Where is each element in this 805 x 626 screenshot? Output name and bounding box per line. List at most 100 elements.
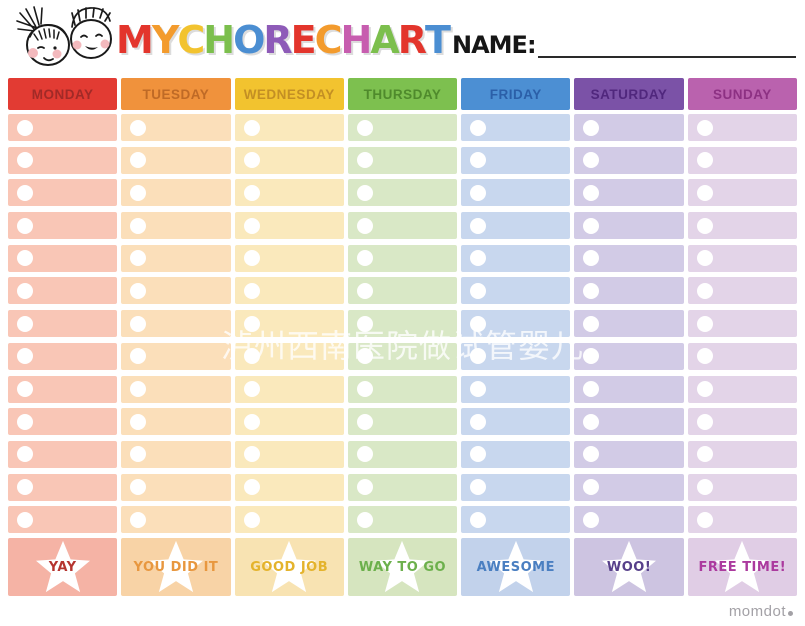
checkbox-circle[interactable] [470, 119, 487, 136]
checkbox-circle[interactable] [243, 250, 260, 267]
name-input-line[interactable] [537, 30, 796, 58]
checkbox-circle[interactable] [130, 446, 147, 463]
checkbox-circle[interactable] [356, 413, 373, 430]
checkbox-circle[interactable] [243, 446, 260, 463]
checkbox-circle[interactable] [356, 315, 373, 332]
checkbox-circle[interactable] [470, 217, 487, 234]
reward-cell-sunday: FREE TIME! [687, 538, 797, 597]
checkbox-circle[interactable] [17, 511, 33, 528]
checkbox-circle[interactable] [17, 446, 33, 463]
checkbox-circle[interactable] [470, 381, 487, 397]
checkbox-circle[interactable] [130, 511, 147, 528]
checkbox-circle[interactable] [17, 152, 33, 169]
star-icon [602, 541, 657, 593]
checkbox-circle[interactable] [17, 282, 33, 299]
checkbox-circle[interactable] [17, 413, 33, 430]
checkbox-circle[interactable] [243, 119, 260, 136]
checkbox-circle[interactable] [17, 479, 33, 496]
checkbox-circle[interactable] [696, 152, 713, 169]
checkbox-circle[interactable] [243, 315, 260, 332]
chore-row-cell [347, 212, 458, 240]
checkbox-circle[interactable] [130, 152, 147, 169]
checkbox-circle[interactable] [696, 184, 713, 201]
checkbox-circle[interactable] [356, 152, 373, 169]
checkbox-circle[interactable] [356, 511, 373, 528]
checkbox-circle[interactable] [17, 119, 33, 136]
checkbox-circle[interactable] [470, 250, 487, 267]
checkbox-circle[interactable] [470, 511, 487, 528]
checkbox-circle[interactable] [130, 348, 147, 365]
checkbox-circle[interactable] [470, 446, 487, 463]
checkbox-circle[interactable] [583, 446, 600, 463]
checkbox-circle[interactable] [583, 348, 600, 365]
checkbox-circle[interactable] [356, 348, 373, 365]
checkbox-circle[interactable] [17, 217, 33, 234]
checkbox-circle[interactable] [356, 446, 373, 463]
checkbox-circle[interactable] [583, 479, 600, 496]
checkbox-circle[interactable] [130, 250, 147, 267]
checkbox-circle[interactable] [243, 184, 260, 201]
checkbox-circle[interactable] [243, 217, 260, 234]
checkbox-circle[interactable] [243, 381, 260, 397]
chore-row-cell [347, 440, 458, 468]
checkbox-circle[interactable] [583, 381, 600, 397]
checkbox-circle[interactable] [130, 479, 147, 496]
checkbox-circle[interactable] [583, 184, 600, 201]
checkbox-circle[interactable] [583, 511, 600, 528]
checkbox-circle[interactable] [356, 119, 373, 136]
checkbox-circle[interactable] [130, 315, 147, 332]
checkbox-circle[interactable] [130, 184, 147, 201]
checkbox-circle[interactable] [583, 250, 600, 267]
checkbox-circle[interactable] [583, 282, 600, 299]
checkbox-circle[interactable] [243, 511, 260, 528]
checkbox-circle[interactable] [356, 184, 373, 201]
checkbox-circle[interactable] [696, 315, 713, 332]
checkbox-circle[interactable] [356, 217, 373, 234]
checkbox-circle[interactable] [696, 282, 713, 299]
checkbox-circle[interactable] [243, 479, 260, 496]
checkbox-circle[interactable] [17, 184, 33, 201]
checkbox-circle[interactable] [696, 479, 713, 496]
checkbox-circle[interactable] [356, 381, 373, 397]
checkbox-circle[interactable] [243, 413, 260, 430]
checkbox-circle[interactable] [696, 511, 713, 528]
checkbox-circle[interactable] [696, 446, 713, 463]
checkbox-circle[interactable] [696, 381, 713, 397]
checkbox-circle[interactable] [583, 152, 600, 169]
checkbox-circle[interactable] [17, 250, 33, 267]
checkbox-circle[interactable] [243, 348, 260, 365]
reward-cell-saturday: WOO! [574, 538, 684, 597]
checkbox-circle[interactable] [470, 315, 487, 332]
checkbox-circle[interactable] [696, 217, 713, 234]
checkbox-circle[interactable] [130, 119, 147, 136]
chore-row-cell [461, 375, 571, 403]
checkbox-circle[interactable] [696, 413, 713, 430]
checkbox-circle[interactable] [17, 348, 33, 365]
checkbox-circle[interactable] [356, 479, 373, 496]
checkbox-circle[interactable] [583, 217, 600, 234]
checkbox-circle[interactable] [243, 152, 260, 169]
checkbox-circle[interactable] [470, 184, 487, 201]
kids-faces-illustration [16, 6, 112, 66]
checkbox-circle[interactable] [130, 217, 147, 234]
checkbox-circle[interactable] [696, 250, 713, 267]
checkbox-circle[interactable] [583, 315, 600, 332]
checkbox-circle[interactable] [470, 152, 487, 169]
checkbox-circle[interactable] [130, 381, 147, 397]
checkbox-circle[interactable] [696, 348, 713, 365]
checkbox-circle[interactable] [17, 315, 33, 332]
checkbox-circle[interactable] [470, 413, 487, 430]
checkbox-circle[interactable] [356, 282, 373, 299]
checkbox-circle[interactable] [130, 282, 147, 299]
checkbox-circle[interactable] [470, 479, 487, 496]
checkbox-circle[interactable] [470, 282, 487, 299]
chore-row-cell [687, 310, 797, 338]
checkbox-circle[interactable] [17, 381, 33, 397]
checkbox-circle[interactable] [356, 250, 373, 267]
checkbox-circle[interactable] [583, 119, 600, 136]
checkbox-circle[interactable] [243, 282, 260, 299]
checkbox-circle[interactable] [583, 413, 600, 430]
checkbox-circle[interactable] [130, 413, 147, 430]
checkbox-circle[interactable] [696, 119, 713, 136]
checkbox-circle[interactable] [470, 348, 487, 365]
